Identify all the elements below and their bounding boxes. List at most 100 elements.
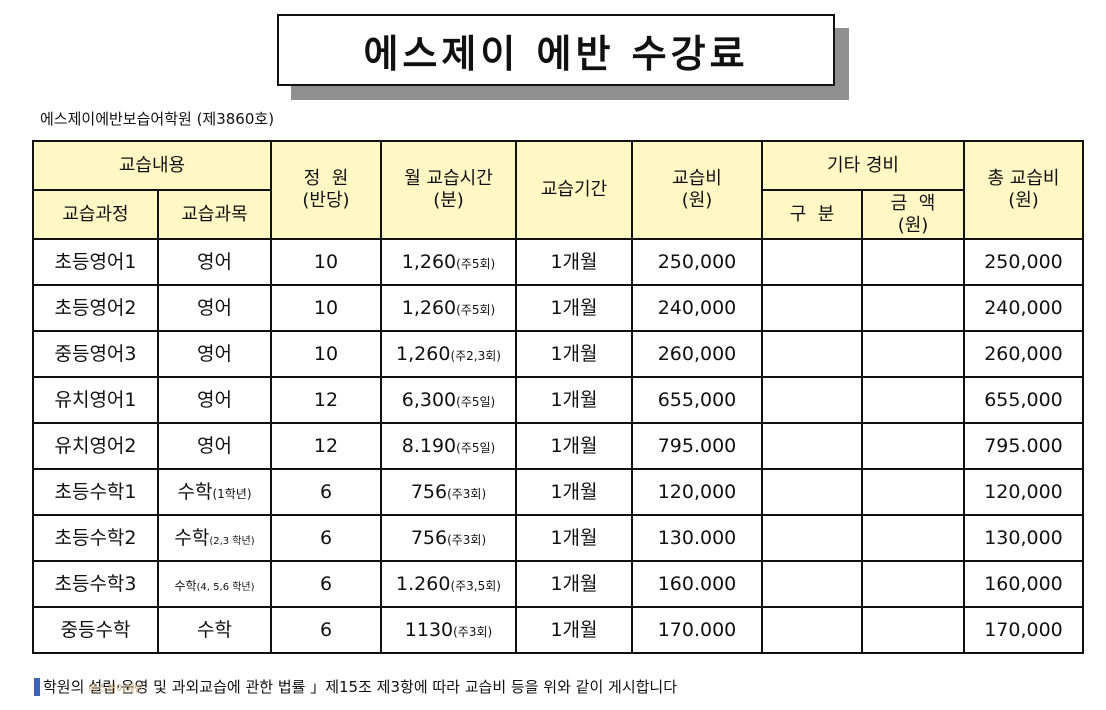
capacity-cell: 6	[270, 468, 382, 516]
other-amount-cell	[861, 468, 965, 516]
subject-text: 영어	[197, 434, 232, 457]
other-type-cell	[761, 422, 863, 470]
subject-cell: 영어	[157, 238, 272, 286]
time-cell: 6,300(주5일)	[380, 376, 517, 424]
subject-note: (2,3 학년)	[209, 535, 255, 547]
other-amount-cell	[861, 606, 965, 654]
subject-text: 영어	[197, 388, 232, 411]
period-cell: 1개월	[515, 284, 633, 332]
capacity-cell: 10	[270, 284, 382, 332]
header-capacity-sub: (반당)	[302, 190, 350, 211]
time-value: 1,260	[396, 342, 451, 365]
other-amount-cell	[861, 284, 965, 332]
subject-text: 영어	[197, 342, 232, 365]
period-cell: 1개월	[515, 422, 633, 470]
header-row-bottom: 교습과정 교습과목 구 분 금 액 (원)	[32, 189, 1083, 240]
note-text-2-wrap: 설립·운영 에스제이에반	[88, 676, 148, 697]
total-cell: 120,000	[963, 468, 1084, 516]
note-text-2: 설립·운영	[88, 678, 149, 696]
subject-text: 수학	[177, 480, 213, 503]
capacity-cell: 10	[270, 238, 382, 286]
header-monthly-time: 월 교습시간 (분)	[380, 140, 517, 240]
other-amount-cell	[861, 330, 965, 378]
time-note: (주5일)	[456, 440, 496, 455]
course-cell: 초등영어1	[32, 238, 159, 286]
header-other-amount: 금 액 (원)	[861, 189, 965, 240]
course-cell: 초등수학2	[32, 514, 159, 562]
fee-cell: 170.000	[631, 606, 763, 654]
header-monthly-time-label: 월 교습시간	[404, 168, 493, 190]
other-amount-cell	[861, 376, 965, 424]
total-cell: 160,000	[963, 560, 1084, 608]
fee-cell: 655,000	[631, 376, 763, 424]
header-other-amount-sub: (원)	[897, 214, 929, 236]
period-cell: 1개월	[515, 514, 633, 562]
title-block: 에스제이 에반 수강료	[277, 14, 849, 100]
subject-text: 영어	[197, 250, 232, 273]
course-cell: 중등영어3	[32, 330, 159, 378]
header-fee-sub: (원)	[681, 190, 713, 211]
header-total-sub: (원)	[1008, 190, 1039, 211]
time-value: 6,300	[401, 388, 457, 411]
subject-note: (1학년)	[212, 486, 252, 501]
other-type-cell	[761, 330, 863, 378]
header-total-label: 총 교습비	[987, 168, 1060, 190]
other-type-cell	[761, 284, 863, 332]
time-note: (주5회)	[456, 256, 496, 271]
total-cell: 795.000	[963, 422, 1084, 470]
header-content-group: 교습내용	[32, 140, 272, 191]
period-cell: 1개월	[515, 468, 633, 516]
period-cell: 1개월	[515, 376, 633, 424]
time-note: (주3회)	[447, 486, 487, 501]
capacity-cell: 6	[270, 514, 382, 562]
capacity-cell: 10	[270, 330, 382, 378]
header-capacity: 정 원 (반당)	[270, 140, 382, 240]
time-note: (주3회)	[447, 532, 487, 547]
note-bar-marker	[34, 677, 40, 696]
time-cell: 1,260(주5회)	[380, 238, 517, 286]
time-cell: 756(주3회)	[380, 514, 517, 562]
fee-cell: 120,000	[631, 468, 763, 516]
total-cell: 240,000	[963, 284, 1084, 332]
subject-cell: 수학(4, 5,6 학년)	[157, 560, 272, 608]
header-fee-label: 교습비	[672, 168, 722, 190]
other-type-cell	[761, 606, 863, 654]
subject-cell: 영어	[157, 376, 272, 424]
header-monthly-time-sub: (분)	[433, 190, 464, 211]
time-value: 1,260	[401, 250, 457, 273]
header-row-top: 교습내용 정 원 (반당) 월 교습시간 (분) 교습기간 교습비 (원) 기타…	[32, 140, 1084, 240]
time-cell: 1130(주3회)	[380, 606, 517, 654]
subject-text: 수학	[197, 618, 232, 641]
subject-text: 수학	[174, 526, 210, 549]
capacity-cell: 12	[270, 422, 382, 470]
time-note: (주5회)	[456, 302, 496, 317]
page-title: 에스제이 에반 수강료	[277, 14, 835, 86]
header-course: 교습과정	[32, 189, 159, 240]
course-cell: 중등수학	[32, 606, 159, 654]
total-cell: 250,000	[963, 238, 1084, 286]
course-cell: 초등수학3	[32, 560, 159, 608]
total-cell: 170,000	[963, 606, 1084, 654]
other-type-cell	[761, 238, 863, 286]
total-cell: 655,000	[963, 376, 1084, 424]
table-row: 유치영어2 영어 12 8.190(주5일) 1개월 795.000 795.0…	[32, 422, 1084, 470]
course-cell: 유치영어2	[32, 422, 159, 470]
course-cell: 유치영어1	[32, 376, 159, 424]
other-amount-cell	[861, 238, 965, 286]
fee-cell: 795.000	[631, 422, 763, 470]
period-cell: 1개월	[515, 238, 633, 286]
legal-notice: 학원의 설립·운영 에스제이에반 및 과외교습에 관한 법률 」제15조 제3항…	[34, 676, 677, 697]
header-other-type: 구 분	[761, 189, 863, 240]
header-other-group: 기타 경비	[761, 140, 965, 191]
note-text-1: 학원의	[43, 678, 85, 696]
subject-cell: 영어	[157, 422, 272, 470]
fee-cell: 250,000	[631, 238, 763, 286]
subject-cell: 영어	[157, 284, 272, 332]
other-type-cell	[761, 468, 863, 516]
course-cell: 초등영어2	[32, 284, 159, 332]
capacity-cell: 6	[270, 560, 382, 608]
time-note: (주5일)	[456, 394, 496, 409]
time-cell: 1,260(주2,3회)	[380, 330, 517, 378]
fee-cell: 260,000	[631, 330, 763, 378]
time-value: 756	[410, 526, 448, 549]
